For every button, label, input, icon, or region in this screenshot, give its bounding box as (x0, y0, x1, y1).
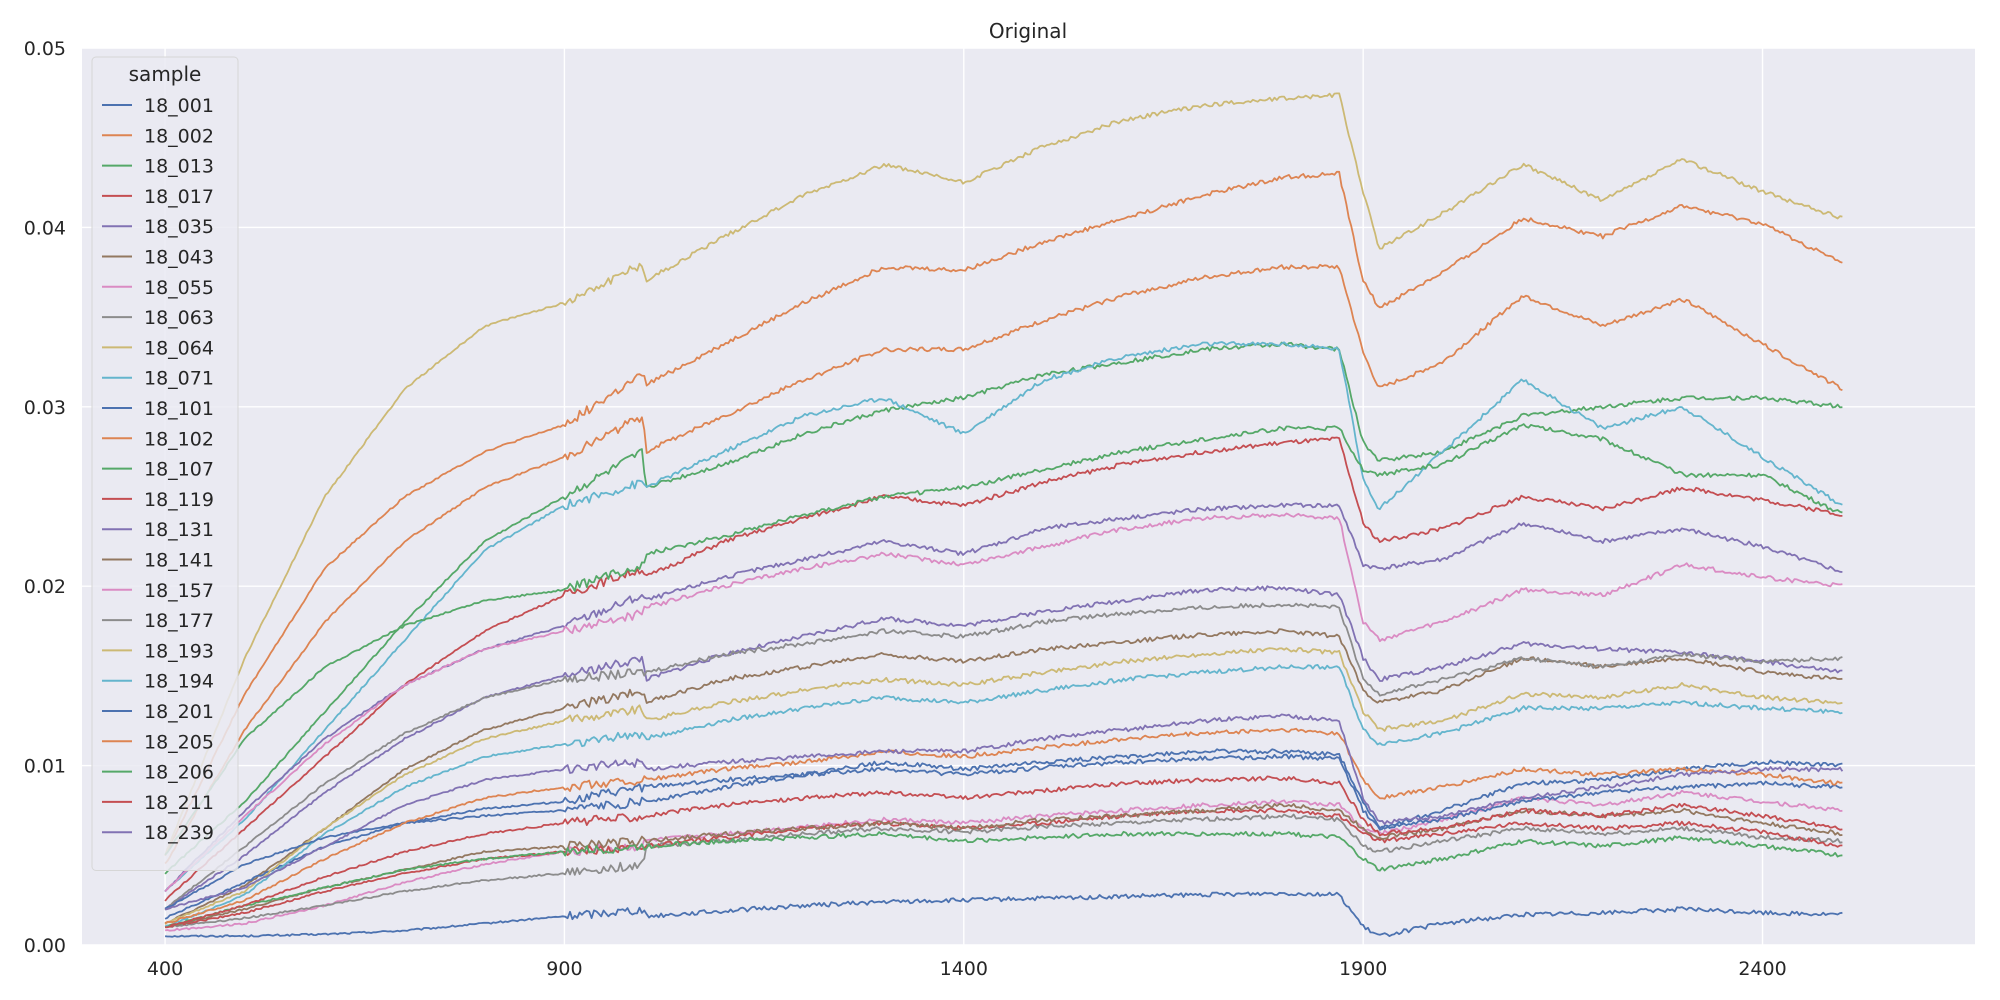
chart-title: Original (989, 19, 1067, 43)
y-tick-label: 0.00 (24, 935, 66, 957)
legend-entry: 18_013 (144, 156, 214, 178)
legend-entry: 18_002 (144, 125, 214, 147)
series-line-18_206 (165, 830, 1843, 929)
x-tick-label: 1400 (940, 958, 988, 980)
series-line-18_211 (165, 775, 1843, 929)
series-line-18_035 (164, 585, 1843, 910)
series-line-18_002 (164, 170, 1843, 857)
legend-entry: 18_017 (144, 186, 214, 208)
series-line-18_119 (164, 807, 1843, 928)
y-tick-label: 0.03 (24, 397, 66, 419)
legend-entry: 18_055 (144, 277, 214, 299)
series-line-18_157 (164, 512, 1843, 893)
legend-entry: 18_043 (144, 247, 214, 269)
legend-box (91, 56, 239, 871)
legend-entry: 18_141 (144, 550, 214, 572)
series-line-18_141 (164, 803, 1843, 929)
legend-entry: 18_064 (144, 337, 214, 359)
series-line-18_239 (164, 713, 1844, 911)
legend-entry: 18_205 (144, 731, 214, 753)
legend-entry: 18_201 (144, 701, 214, 723)
legend-entry: 18_193 (144, 640, 214, 662)
x-tick-label: 2400 (1738, 958, 1786, 980)
x-tick-label: 1900 (1339, 958, 1387, 980)
legend-entry: 18_211 (144, 792, 214, 814)
legend-entry: 18_001 (144, 95, 214, 117)
legend-entry: 18_157 (144, 580, 214, 602)
series-line-18_193 (164, 647, 1843, 925)
plot-area (82, 48, 1975, 945)
series-line-18_017 (164, 436, 1843, 902)
y-tick-label: 0.05 (24, 38, 66, 60)
series-line-18_071 (164, 341, 1843, 893)
series-line-18_205 (164, 727, 1843, 924)
series-line-18_102 (164, 263, 1843, 865)
series-line-18_107 (164, 423, 1843, 856)
legend-entry: 18_119 (144, 489, 214, 511)
legend-entry: 18_239 (144, 822, 214, 844)
legend-entry: 18_107 (144, 459, 214, 481)
legend-title: sample (129, 62, 202, 86)
series-line-18_064 (164, 92, 1843, 856)
series-line-18_201 (164, 748, 1843, 910)
x-tick-label: 900 (546, 958, 582, 980)
legend-entry: 18_063 (144, 307, 214, 329)
legend-entry: 18_131 (144, 519, 214, 541)
legend-entry: 18_101 (144, 398, 214, 420)
series-line-18_063 (164, 813, 1843, 928)
legend-entry: 18_206 (144, 762, 214, 784)
series-line-18_055 (164, 789, 1843, 932)
legend-entry: 18_177 (144, 610, 214, 632)
series-line-18_013 (164, 341, 1843, 875)
series-line-18_194 (164, 664, 1843, 928)
y-tick-label: 0.04 (24, 217, 66, 239)
series-line-18_001 (164, 891, 1843, 938)
series-line-18_101 (164, 753, 1843, 920)
legend-entry: 18_194 (144, 671, 214, 693)
series-line-18_177 (164, 602, 1843, 911)
y-tick-label: 0.01 (24, 756, 66, 778)
legend-entry: 18_102 (144, 428, 214, 450)
legend-entry: 18_071 (144, 368, 214, 390)
x-tick-label: 400 (147, 958, 183, 980)
y-tick-label: 0.02 (24, 576, 66, 598)
legend-entry: 18_035 (144, 216, 214, 238)
